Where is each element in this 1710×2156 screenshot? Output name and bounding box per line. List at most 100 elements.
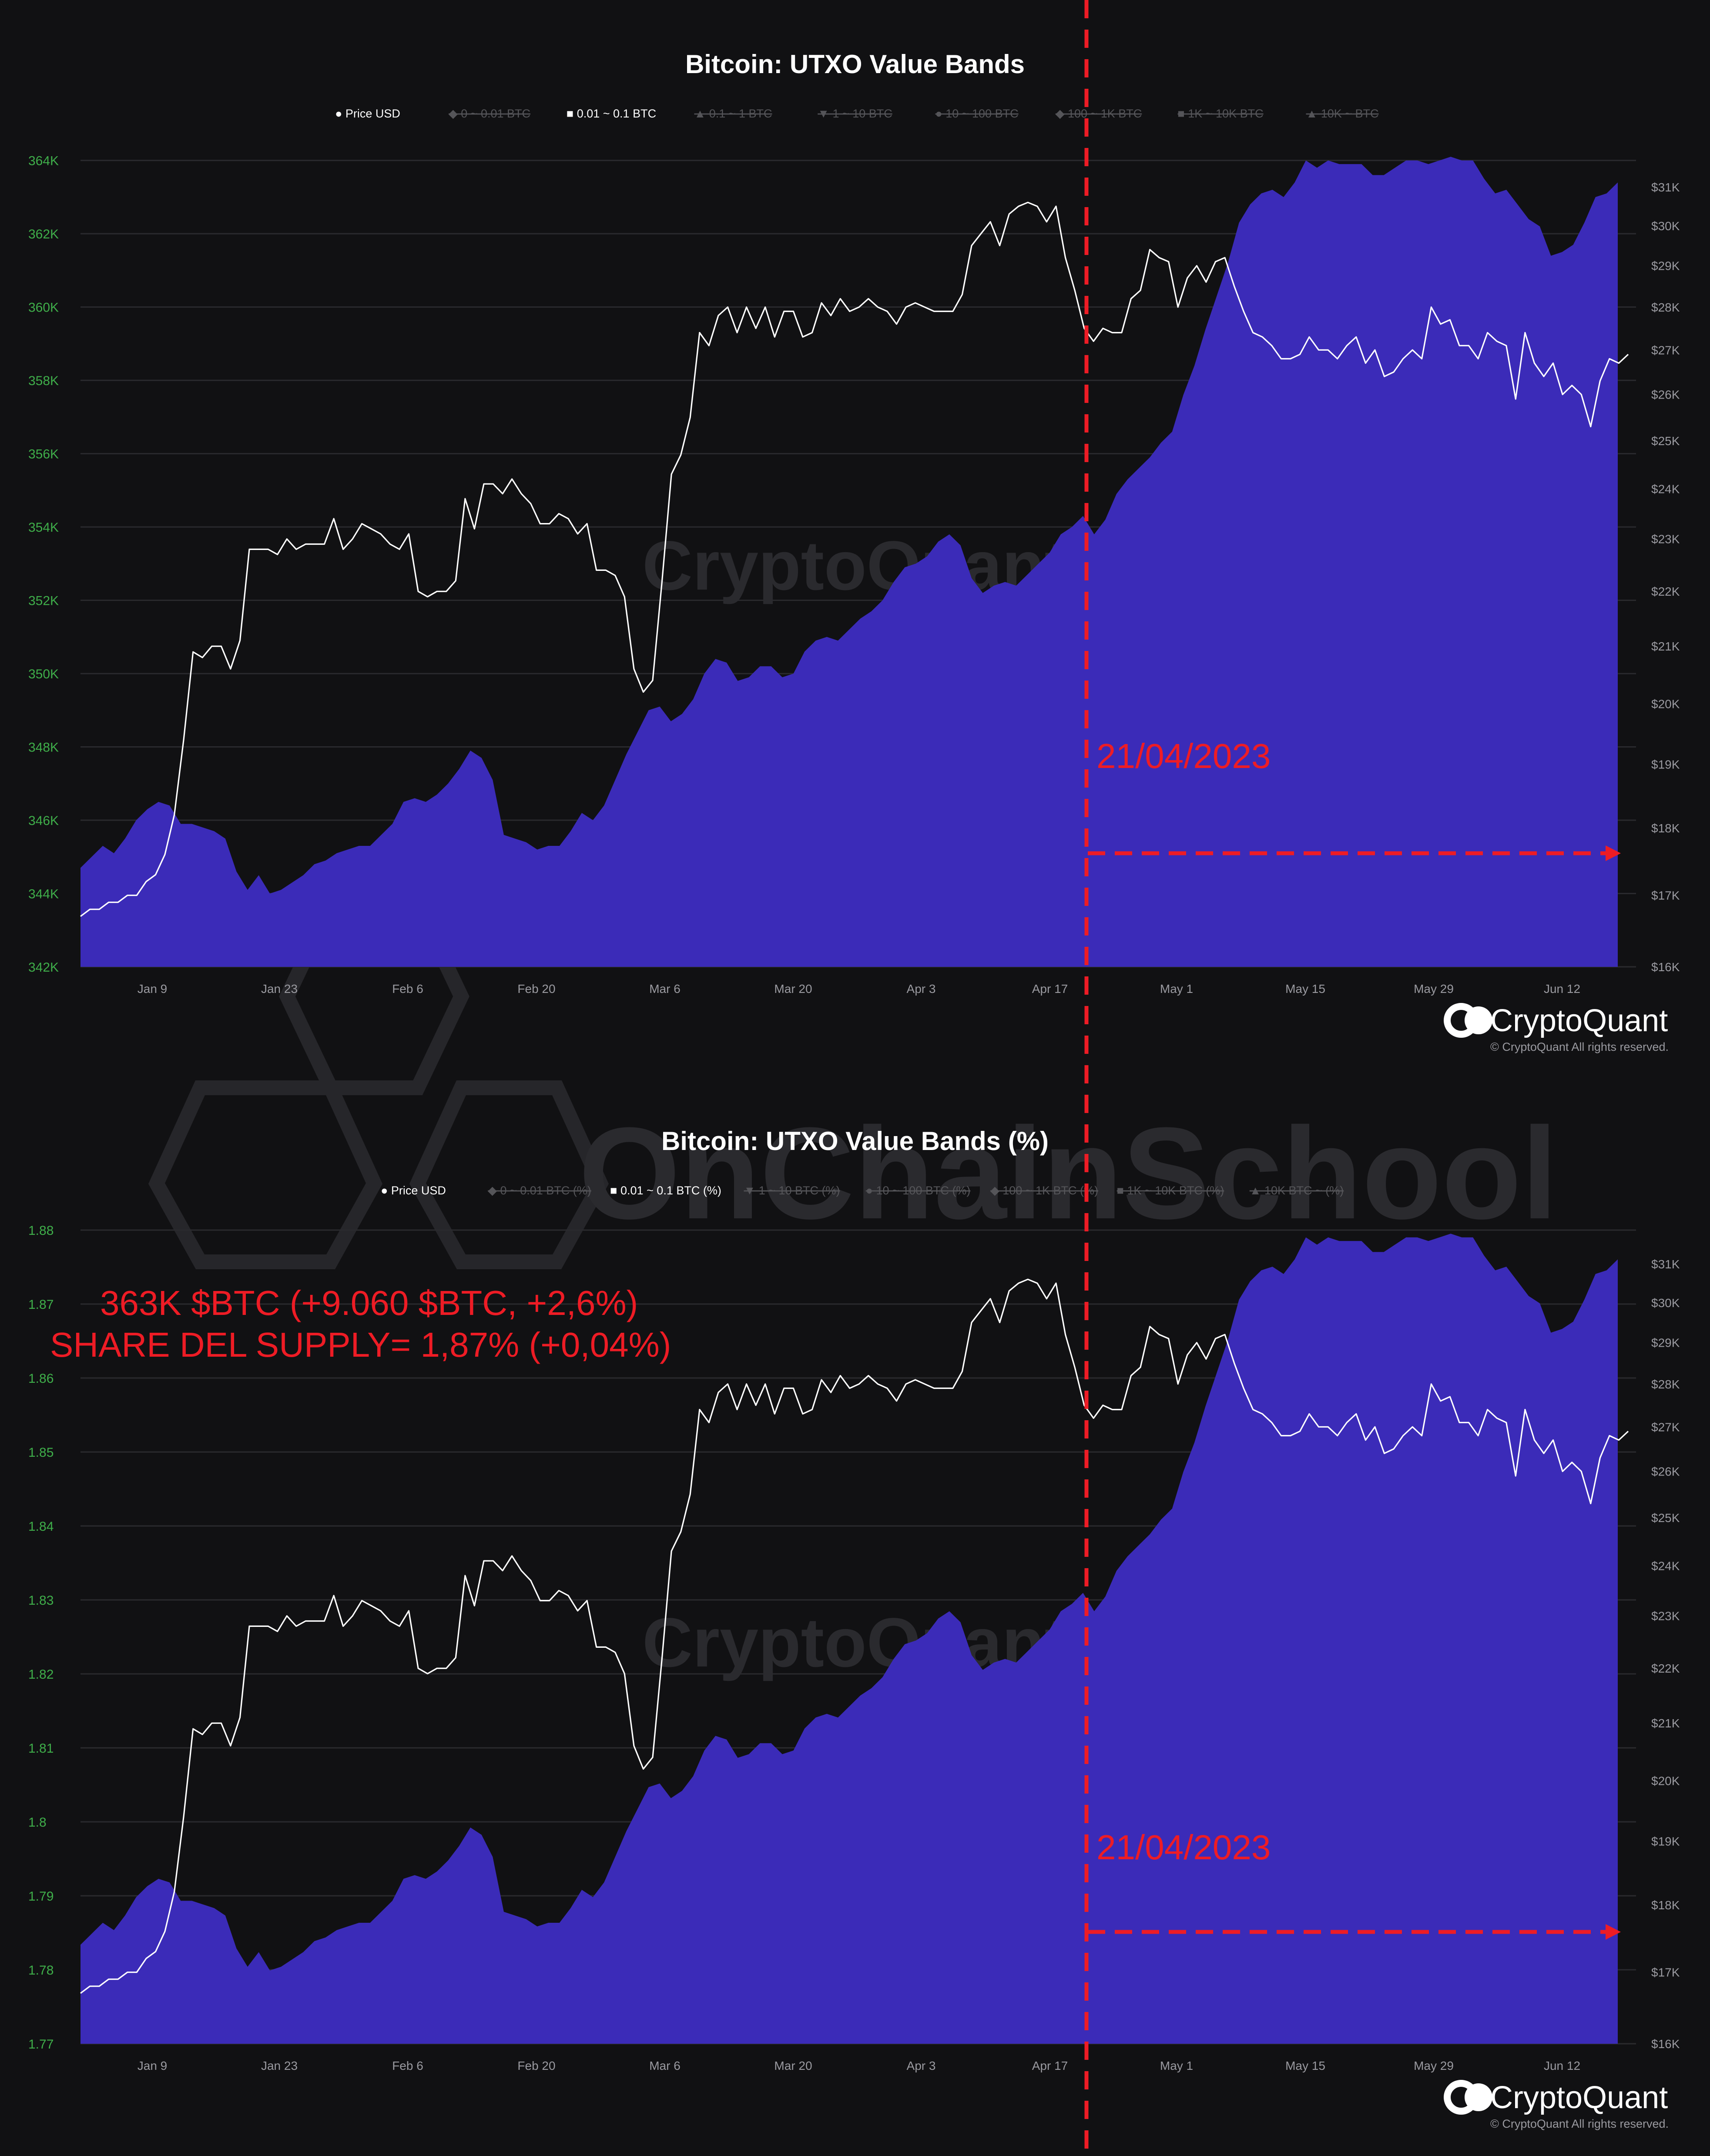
y-right-tick-label: $16K [1651,960,1680,974]
y-right-tick-label: $20K [1651,1774,1680,1787]
x-tick-label: May 15 [1285,2059,1325,2072]
y-right-tick-label: $23K [1651,1609,1680,1623]
y-left-tick-label: 1.88 [28,1224,54,1238]
y-left-tick-label: 342K [28,960,59,975]
y-left-tick-label: 352K [28,594,59,608]
legend-item[interactable]: ◆ 0 ~ 0.01 BTC (%) [488,1184,591,1197]
supply-share-annotation: SHARE DEL SUPPLY= 1,87% (+0,04%) [50,1325,671,1364]
utxo-band-area [80,157,1618,967]
legend-item[interactable]: ◆ 100 ~ 1K BTC [1056,107,1142,120]
legend-label: ■ 1K ~ 10K BTC [1177,107,1263,120]
cryptoquant-brand-top: CryptoQuant © CryptoQuant All rights res… [1444,1003,1669,1053]
y-left-tick-label: 1.8 [28,1815,47,1830]
legend-label: ▲ 0.1 ~ 1 BTC [694,107,772,120]
y-right-tick-label: $22K [1651,1662,1680,1675]
x-tick-label: Apr 3 [907,982,936,996]
x-tick-label: May 29 [1414,2059,1454,2072]
legend-item[interactable]: ▼ 1 ~ 10 BTC [818,107,892,120]
legend-label: ■ 0.01 ~ 0.1 BTC [567,107,656,120]
y-left-tick-label: 1.81 [28,1741,54,1756]
y-left-tick-label: 356K [28,447,59,462]
logo-text-bottom: CryptoQuant [1490,2080,1668,2115]
y-left-tick-label: 360K [28,301,59,315]
x-tick-label: May 1 [1160,2059,1193,2072]
x-tick-label: Jan 9 [137,2059,168,2072]
x-tick-label: May 29 [1414,982,1454,996]
y-right-tick-label: $18K [1651,821,1680,835]
cryptoquant-brand-bottom: CryptoQuant © CryptoQuant All rights res… [1444,2080,1669,2130]
legend-label: ◆ 0 ~ 0.01 BTC (%) [488,1184,591,1197]
legend-item[interactable]: ■ 1K ~ 10K BTC (%) [1117,1184,1224,1197]
x-tick-label: May 15 [1285,982,1325,996]
y-right-tick-label: $30K [1651,219,1680,233]
chart-title: Bitcoin: UTXO Value Bands (%) [661,1127,1049,1156]
legend-item[interactable]: ● Price USD [335,107,400,120]
y-right-tick-label: $22K [1651,585,1680,598]
legend-item[interactable]: ◆ 100 ~ 1K BTC (%) [990,1184,1098,1197]
x-tick-label: Jan 23 [261,982,298,996]
y-left-tick-label: 1.77 [28,2037,54,2052]
overlay-watermark-text: OnChainSchool [579,1100,1558,1246]
y-right-tick-label: $29K [1651,1336,1680,1350]
y-right-tick-label: $31K [1651,181,1680,194]
legend-item[interactable]: ▲ 10K BTC ~ (%) [1250,1184,1344,1197]
legend-item[interactable]: ▲ 0.1 ~ 1 BTC [694,107,772,120]
y-right-tick-label: $27K [1651,343,1680,357]
legend-item[interactable]: ■ 0.01 ~ 0.1 BTC [567,107,656,120]
legend-label: ■ 0.01 ~ 0.1 BTC (%) [610,1184,721,1197]
arrow-head-bottom [1606,1924,1621,1940]
legend-label: ◆ 100 ~ 1K BTC [1056,107,1142,120]
legend-label: ▼ 1 ~ 10 BTC [818,107,892,120]
legend-item[interactable]: ■ 1K ~ 10K BTC [1177,107,1263,120]
y-left-tick-label: 1.85 [28,1445,54,1460]
legend-item[interactable]: ■ 0.01 ~ 0.1 BTC (%) [610,1184,721,1197]
legend-label: ● Price USD [335,107,400,120]
copyright-bottom: © CryptoQuant All rights reserved. [1490,2117,1669,2130]
legend-item[interactable]: ● 10 ~ 100 BTC [935,107,1018,120]
copyright-top: © CryptoQuant All rights reserved. [1490,1040,1669,1053]
y-right-tick-label: $17K [1651,889,1680,902]
y-right-tick-label: $23K [1651,533,1680,546]
y-left-tick-label: 1.78 [28,1963,54,1978]
legend-label: ◆ 100 ~ 1K BTC (%) [990,1184,1098,1197]
y-left-tick-label: 1.84 [28,1519,54,1534]
legend-item[interactable]: ▲ 10K ~ BTC [1306,107,1378,120]
y-left-tick-label: 346K [28,814,59,828]
legend-label: ◆ 0 ~ 0.01 BTC [449,107,530,120]
y-right-tick-label: $24K [1651,1559,1680,1573]
y-right-tick-label: $16K [1651,2037,1680,2051]
legend-item[interactable]: ● 10 ~ 100 BTC (%) [866,1184,971,1197]
x-tick-label: Jan 23 [261,2059,298,2072]
y-left-tick-label: 1.87 [28,1298,54,1312]
price-usd-line [80,1278,1629,1994]
cryptoquant-logo-icon-inner [1465,2083,1492,2111]
onchainschool-watermark: OnChainSchool [148,898,1558,1269]
x-tick-label: Mar 6 [649,982,681,996]
legend-item[interactable]: ● Price USD [381,1184,446,1197]
legend-label: ▼ 1 ~ 10 BTC (%) [744,1184,840,1197]
chart-title: Bitcoin: UTXO Value Bands [685,50,1025,79]
chart-utxo-value-bands-percent: Bitcoin: UTXO Value Bands (%) ● Price USD… [28,1127,1680,2072]
logo-text-top: CryptoQuant [1490,1003,1668,1038]
y-right-tick-label: $26K [1651,1465,1680,1479]
x-tick-label: Feb 6 [392,2059,423,2072]
x-tick-label: Apr 3 [907,2059,936,2072]
legend-item[interactable]: ◆ 0 ~ 0.01 BTC [449,107,530,120]
y-left-tick-label: 1.86 [28,1371,54,1386]
y-left-tick-label: 1.82 [28,1667,54,1682]
legend-item[interactable]: ▼ 1 ~ 10 BTC (%) [744,1184,840,1197]
cryptoquant-logo-icon-inner [1465,1006,1492,1034]
y-right-tick-label: $28K [1651,301,1680,314]
y-right-tick-label: $25K [1651,1511,1680,1525]
date-annotation-bottom: 21/04/2023 [1096,1828,1271,1867]
y-right-tick-label: $17K [1651,1966,1680,1979]
x-tick-label: Apr 17 [1032,2059,1068,2072]
y-right-tick-label: $19K [1651,758,1680,771]
x-tick-label: Feb 20 [517,2059,555,2072]
x-tick-label: Apr 17 [1032,982,1068,996]
utxo-band-area [80,1234,1618,2044]
y-left-tick-label: 1.83 [28,1593,54,1608]
chart-utxo-value-bands: Bitcoin: UTXO Value Bands ● Price USD ◆ 0 … [28,50,1680,996]
y-right-tick-label: $28K [1651,1378,1680,1391]
